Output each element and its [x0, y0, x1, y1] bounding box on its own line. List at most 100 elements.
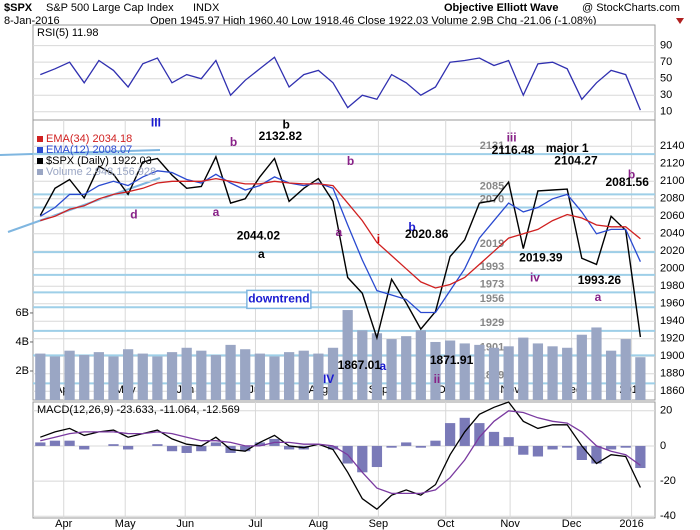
annotation: 2019.39 [519, 250, 563, 264]
bar [532, 445, 544, 457]
bar [459, 343, 470, 400]
level-label: 2085 [480, 180, 504, 192]
bar [635, 357, 646, 400]
y-tick-label: 2020 [660, 245, 684, 257]
bar [518, 337, 529, 400]
bar [503, 346, 514, 400]
down-arrow [676, 18, 684, 24]
legend-swatch [37, 147, 43, 153]
date: 8-Jan-2016 [4, 15, 60, 27]
bar [415, 330, 426, 400]
bar [591, 445, 602, 464]
x-tick-label: Nov [500, 518, 520, 530]
bar [196, 350, 207, 400]
bar [254, 353, 265, 400]
x-tick-label: Oct [437, 518, 454, 530]
bar [591, 327, 602, 400]
legend-entry: EMA(34) 2034.18 [46, 133, 132, 145]
bar [562, 347, 573, 400]
bar [620, 445, 631, 448]
annotation: 2020.86 [405, 227, 449, 241]
bar [210, 442, 222, 446]
y-tick-label: -20 [660, 475, 676, 487]
y-tick-label: 30 [660, 89, 672, 101]
y2-tick-label: 6B [16, 307, 29, 319]
trendline [7, 177, 161, 233]
annotation: a [258, 247, 265, 261]
bar [35, 442, 46, 446]
annotation: a [595, 290, 602, 304]
annotation-box [246, 289, 312, 310]
annotation: ii [434, 372, 441, 386]
bar [181, 445, 192, 453]
legend-entry: EMA(12) 2008.07 [46, 144, 132, 156]
y-tick-label: 2000 [660, 263, 684, 275]
index-name: S&P 500 Large Cap Index [46, 2, 174, 14]
bar [576, 334, 587, 400]
y-tick-label: 2120 [660, 158, 684, 170]
annotation: i [377, 232, 380, 246]
bar [386, 339, 397, 400]
y-tick-label: -40 [660, 510, 676, 522]
bar [474, 423, 485, 446]
y-tick-label: 1880 [660, 368, 684, 380]
annotation: a [213, 205, 220, 219]
bar [123, 445, 134, 450]
level-label: 2131 [480, 140, 504, 152]
quote: Open 1945.97 High 1960.40 Low 1918.46 Cl… [150, 15, 596, 27]
bar [152, 356, 163, 400]
bar [137, 353, 148, 400]
legend-swatch [37, 136, 43, 142]
bar [79, 445, 90, 450]
level-label: 1956 [480, 293, 504, 305]
y-tick-label: 1940 [660, 315, 684, 327]
level-label: 1993 [480, 261, 504, 273]
bar [269, 356, 280, 400]
bar [635, 445, 646, 469]
y-tick-label: 10 [660, 106, 672, 118]
x-tick-label: Apr [55, 518, 72, 530]
bar [240, 445, 251, 452]
annotation: 2116.48 [492, 143, 535, 157]
annotation: downtrend [248, 292, 309, 306]
bar [605, 445, 617, 450]
bar [64, 350, 75, 400]
bar [518, 445, 529, 455]
legend-swatch [37, 169, 43, 175]
bar [79, 355, 90, 400]
panel-title: MACD(12,26,9) -23.633, -11.064, -12.569 [37, 404, 240, 416]
bar [313, 353, 324, 400]
x-tick-label: Sep [369, 518, 389, 530]
bar [401, 336, 412, 400]
annotation: iii [507, 131, 517, 145]
annotation: a [379, 359, 386, 373]
y-tick-label: 20 [660, 405, 672, 417]
bar [605, 350, 617, 400]
y-tick-label: 1900 [660, 350, 684, 362]
bar [166, 445, 178, 452]
annotation: 2044.02 [237, 229, 281, 243]
bar [357, 330, 368, 400]
level-label: 1929 [480, 317, 504, 329]
y-tick-label: 90 [660, 40, 672, 52]
y-tick-label: 1960 [660, 298, 684, 310]
bar [283, 352, 295, 400]
level-label: 1973 [480, 278, 504, 290]
y2-tick-label: 2B [16, 365, 29, 377]
bar [35, 353, 46, 400]
bar [371, 333, 383, 400]
annotation: b [628, 167, 635, 181]
bar [108, 356, 119, 400]
bar [357, 445, 368, 473]
bar [371, 445, 383, 468]
bar [401, 442, 412, 446]
level-label: 2019 [480, 238, 504, 250]
y-tick-label: 2060 [660, 210, 684, 222]
bar [93, 352, 104, 400]
credit: @ StockCharts.com [582, 2, 680, 14]
exchange: INDX [193, 2, 220, 14]
bar [327, 347, 339, 400]
annotation: b [283, 117, 290, 131]
bar [430, 341, 441, 400]
